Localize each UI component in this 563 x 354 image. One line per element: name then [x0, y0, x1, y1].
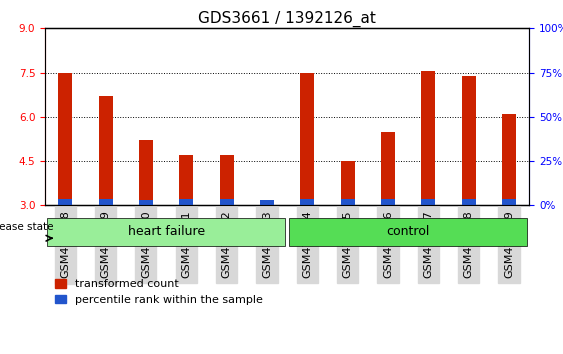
- Bar: [220, 155, 234, 205]
- Title: GDS3661 / 1392126_at: GDS3661 / 1392126_at: [198, 11, 376, 27]
- Bar: [139, 141, 153, 205]
- Bar: [381, 132, 395, 205]
- Bar: [179, 155, 193, 205]
- Bar: [260, 202, 274, 205]
- Bar: [462, 199, 476, 205]
- Bar: [421, 199, 435, 205]
- Bar: [462, 75, 476, 205]
- Bar: [502, 199, 516, 205]
- Bar: [220, 199, 234, 205]
- FancyBboxPatch shape: [289, 217, 527, 246]
- Bar: [99, 96, 113, 205]
- Bar: [139, 200, 153, 205]
- Bar: [341, 199, 355, 205]
- Bar: [300, 73, 314, 205]
- Text: control: control: [386, 225, 430, 238]
- Bar: [58, 73, 72, 205]
- Bar: [300, 199, 314, 205]
- Bar: [421, 71, 435, 205]
- Bar: [502, 114, 516, 205]
- Bar: [58, 199, 72, 205]
- Text: heart failure: heart failure: [128, 225, 204, 238]
- Legend: transformed count, percentile rank within the sample: transformed count, percentile rank withi…: [51, 275, 267, 309]
- Bar: [260, 200, 274, 205]
- FancyBboxPatch shape: [47, 217, 285, 246]
- Bar: [381, 199, 395, 205]
- Text: disease state: disease state: [0, 222, 53, 232]
- Bar: [179, 199, 193, 205]
- Bar: [341, 161, 355, 205]
- Bar: [99, 199, 113, 205]
